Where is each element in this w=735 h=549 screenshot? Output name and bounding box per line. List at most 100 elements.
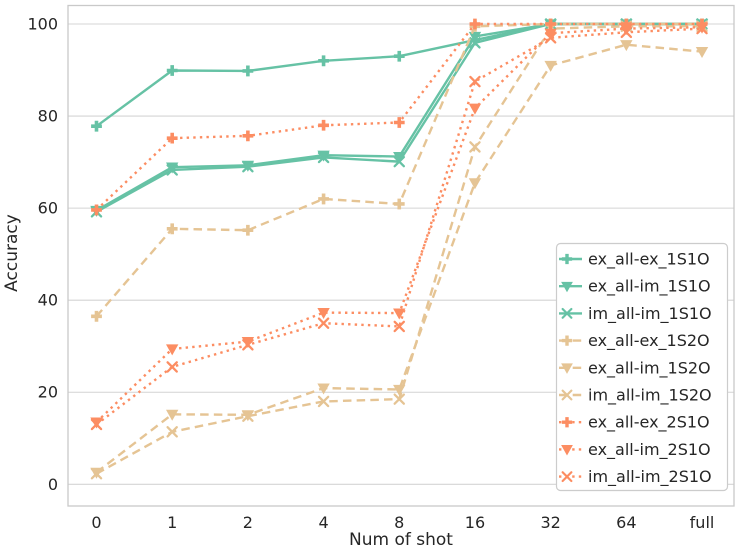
marker-triangle-down xyxy=(317,308,330,320)
marker-plus xyxy=(393,117,405,128)
marker-plus xyxy=(242,130,254,142)
marker-plus xyxy=(318,193,329,205)
marker-triangle-down xyxy=(620,40,633,52)
marker-plus xyxy=(91,204,102,216)
legend-box xyxy=(555,242,729,492)
legend-label: ex_all-ex_1S2O xyxy=(588,331,710,351)
legend-item-ex_all-ex_1S2O: ex_all-ex_1S2O xyxy=(559,331,710,351)
marker-plus xyxy=(318,119,329,131)
marker-plus xyxy=(561,417,573,428)
x-axis-label: Num of shot xyxy=(349,530,453,549)
marker-triangle-down xyxy=(544,28,557,40)
marker-x xyxy=(469,37,481,49)
marker-x xyxy=(166,426,178,438)
marker-plus xyxy=(242,224,254,236)
y-tick-label-20: 20 xyxy=(38,383,58,402)
legend-label: ex_all-im_1S1O xyxy=(588,277,711,297)
legend-label: im_all-im_1S1O xyxy=(588,304,712,324)
y-tick-label-100: 100 xyxy=(27,15,58,34)
legend-item-im_all-im_1S2O: im_all-im_1S2O xyxy=(559,386,712,406)
plot-border xyxy=(67,4,735,507)
marker-x xyxy=(393,155,406,168)
marker-triangle-down xyxy=(165,409,179,421)
y-axis-label: Accuracy xyxy=(2,214,22,292)
legend-label: ex_all-ex_1S1O xyxy=(588,250,710,270)
y-tick-label-80: 80 xyxy=(38,107,58,126)
y-tick-label-60: 60 xyxy=(38,199,58,218)
marker-plus xyxy=(91,310,102,322)
marker-triangle-down xyxy=(165,344,179,356)
marker-triangle-down xyxy=(468,31,482,43)
marker-x xyxy=(469,75,481,88)
x-tick-labels: 0 1 2 4 8 16 32 64 full xyxy=(91,513,714,532)
marker-triangle-down xyxy=(241,337,255,349)
marker-x xyxy=(317,317,330,329)
marker-triangle-down xyxy=(393,308,406,320)
marker-x xyxy=(166,361,178,373)
marker-x xyxy=(561,389,573,401)
marker-triangle-down xyxy=(561,281,573,293)
marker-plus xyxy=(561,335,573,346)
marker-triangle-down xyxy=(468,178,482,190)
marker-x xyxy=(544,32,557,44)
marker-plus xyxy=(620,18,632,30)
x-tick-label-4: 4 xyxy=(318,513,328,532)
marker-plus xyxy=(393,50,405,62)
marker-x xyxy=(317,395,330,408)
marker-plus xyxy=(545,18,557,30)
marker-triangle-down xyxy=(393,384,406,396)
series-line xyxy=(95,22,703,128)
marker-x xyxy=(620,26,633,39)
marker-x xyxy=(393,393,406,405)
data-series xyxy=(90,18,709,480)
legend-label: ex_all-ex_2S1O xyxy=(588,413,710,433)
marker-x xyxy=(90,418,103,431)
marker-plus xyxy=(166,65,178,76)
y-tick-labels: 0 20 40 60 80 100 xyxy=(27,15,58,494)
legend-item-im_all-im_1S1O: im_all-im_1S1O xyxy=(559,304,712,324)
marker-x xyxy=(469,141,481,153)
legend-label: im_all-im_1S2O xyxy=(588,386,712,406)
marker-x xyxy=(561,471,573,483)
series-ex_all-ex_2S1O xyxy=(91,18,708,216)
marker-x xyxy=(696,22,708,35)
gridlines xyxy=(67,4,735,507)
marker-x xyxy=(242,160,254,173)
marker-plus xyxy=(242,65,254,77)
legend-item-ex_all-im_1S1O: ex_all-im_1S1O xyxy=(559,277,711,297)
legend-item-ex_all-ex_1S1O: ex_all-ex_1S1O xyxy=(559,250,710,270)
series-im_all-im_2S1O xyxy=(90,22,708,431)
legend-item-ex_all-im_2S1O: ex_all-im_2S1O xyxy=(559,440,711,460)
x-tick-label-2: 2 xyxy=(243,513,253,532)
x-tick-label-64: 64 xyxy=(616,513,636,532)
legend-item-ex_all-ex_2S1O: ex_all-ex_2S1O xyxy=(559,413,710,433)
legend-label: ex_all-im_2S1O xyxy=(588,440,711,460)
marker-triangle-down xyxy=(468,103,482,115)
marker-triangle-down xyxy=(620,24,633,36)
x-tick-label-8: 8 xyxy=(394,513,404,532)
marker-triangle-down xyxy=(561,363,573,374)
x-tick-label-1: 1 xyxy=(167,513,177,532)
x-tick-label-0: 0 xyxy=(91,513,101,532)
marker-triangle-down xyxy=(317,383,330,395)
marker-x xyxy=(90,467,103,480)
legend-label: im_all-im_2S1O xyxy=(588,467,712,487)
marker-x xyxy=(242,339,254,351)
x-tick-label-full: full xyxy=(690,513,715,532)
series-ex_all-im_1S2O xyxy=(90,40,709,479)
marker-x xyxy=(393,320,406,333)
marker-x xyxy=(166,164,178,176)
marker-triangle-down xyxy=(544,60,557,72)
y-tick-label-0: 0 xyxy=(48,475,58,494)
marker-triangle-down xyxy=(561,445,573,456)
marker-plus xyxy=(561,253,573,265)
marker-x xyxy=(242,410,254,422)
legend-label: ex_all-im_1S2O xyxy=(588,358,711,378)
x-tick-label-32: 32 xyxy=(540,513,560,532)
marker-plus xyxy=(166,132,178,144)
marker-plus xyxy=(166,223,178,235)
marker-x xyxy=(317,151,330,164)
series-ex_all-ex_1S1O xyxy=(91,18,708,132)
